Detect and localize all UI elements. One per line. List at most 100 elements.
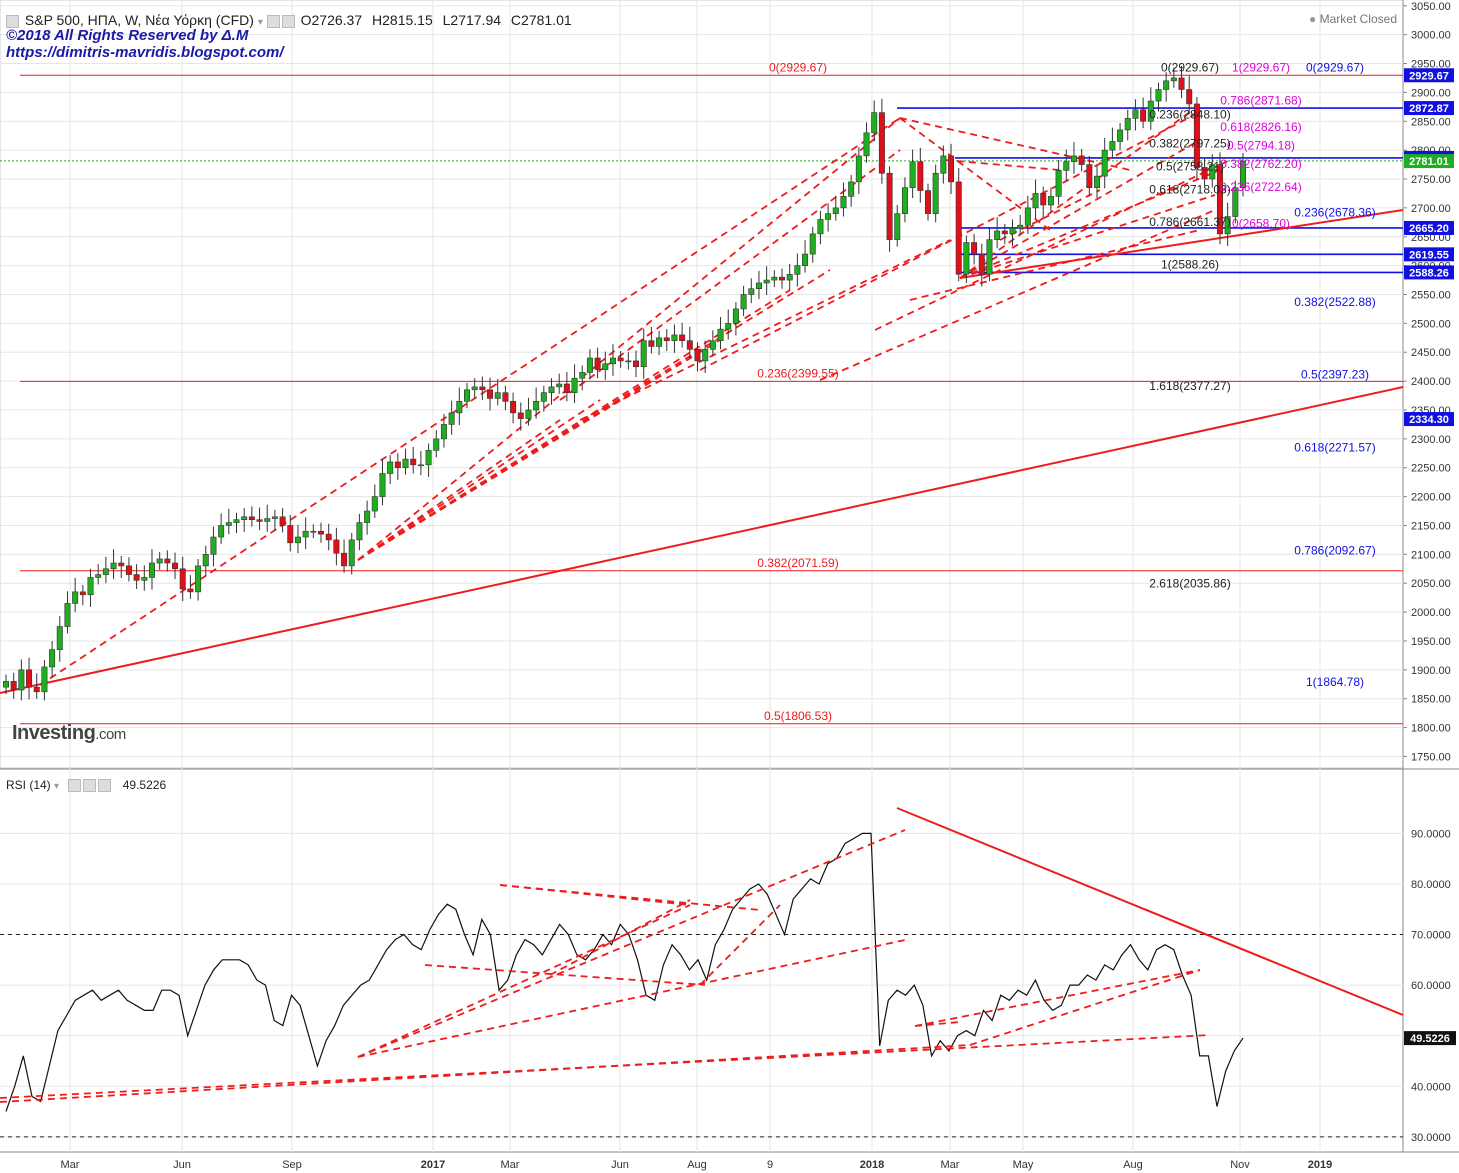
- dashed-trendline: [579, 239, 951, 421]
- rsi-tick-label: 80.0000: [1411, 879, 1451, 891]
- candle-body: [771, 276, 778, 281]
- dashed-trendline: [357, 399, 601, 561]
- rsi-dashed-trendline: [699, 904, 781, 986]
- candle-body: [33, 686, 40, 693]
- rsi-tick-label: 40.0000: [1411, 1081, 1451, 1093]
- price-badge-label: 2334.30: [1409, 414, 1449, 426]
- dashed-trendline: [909, 229, 1201, 301]
- candle-body: [471, 386, 478, 391]
- rsi-close-icon[interactable]: [98, 779, 112, 793]
- dropdown-icon[interactable]: ▾: [257, 17, 263, 28]
- candle-body: [95, 574, 102, 578]
- collapse-icon[interactable]: [6, 14, 19, 28]
- rsi-dashed-trendline: [914, 1021, 961, 1027]
- time-tick-label: Jun: [611, 1159, 629, 1171]
- candle-body: [164, 558, 171, 564]
- candle-body: [510, 401, 517, 414]
- time-tick-label: Mar: [941, 1159, 960, 1171]
- candle-body: [671, 334, 678, 341]
- candle-body: [986, 239, 993, 275]
- candle-body: [955, 181, 962, 275]
- candle-body: [325, 533, 332, 541]
- candle-body: [494, 392, 501, 399]
- price-tick-label: 3000.00: [1411, 30, 1451, 42]
- candle-body: [1009, 227, 1016, 235]
- rsi-label[interactable]: RSI (14): [6, 778, 51, 792]
- candle-body: [348, 539, 355, 567]
- ohlc-high: H2815.15: [372, 12, 433, 28]
- rsi-visibility-icon[interactable]: [83, 779, 97, 793]
- price-badge: [1404, 412, 1454, 427]
- symbol-name[interactable]: S&P 500, ΗΠΑ, W, Νέα Υόρκη (CFD): [24, 12, 254, 28]
- candle-body: [932, 172, 939, 214]
- fib-label: 0.236(2399.55): [757, 366, 838, 380]
- rsi-value-badge-label: 49.5226: [1410, 1033, 1450, 1045]
- dashed-trendline: [959, 194, 1216, 279]
- settings-icon[interactable]: [266, 14, 280, 28]
- trendlines: [0, 111, 1404, 694]
- fib-label: 0.5(2397.23): [1301, 368, 1369, 382]
- price-axis: 1750.00 1800.00 1850.00 1900.00 1950.00 2000.…: [61, 1, 1454, 1171]
- close-icon[interactable]: [281, 14, 295, 28]
- candle-body: [640, 340, 647, 367]
- dashed-trendline: [699, 111, 1201, 371]
- candle-body: [1117, 129, 1124, 142]
- dashed-trendline: [357, 117, 901, 561]
- rsi-dashed-trendline: [499, 884, 761, 911]
- candle-body: [433, 438, 440, 451]
- time-tick-label: 2019: [1308, 1159, 1332, 1171]
- rsi-tick-label: 30.0000: [1411, 1132, 1451, 1144]
- candle-body: [1201, 167, 1208, 180]
- candle-body: [1240, 161, 1246, 188]
- candle-body: [1078, 155, 1085, 165]
- dashed-trendline: [959, 169, 1221, 279]
- candle-body: [617, 357, 624, 362]
- fib-label: 0.786(2871.68): [1220, 94, 1301, 108]
- fibonacci-labels: 0(2929.67) 0.236(2399.55) 0.382(2071.59) 0.…: [757, 60, 1375, 723]
- candle-body: [917, 161, 924, 191]
- candle-body: [148, 562, 155, 578]
- trendline: [0, 386, 1404, 694]
- time-tick-label: Sep: [282, 1159, 302, 1171]
- candle-body: [364, 510, 371, 523]
- rsi-dropdown-icon[interactable]: ▾: [54, 781, 60, 792]
- fib-label: 0.786(2661.37): [1149, 215, 1230, 229]
- dashed-trendline: [357, 379, 651, 561]
- candle-body: [540, 392, 547, 402]
- dashed-trendline: [899, 117, 1131, 171]
- rsi-settings-icon[interactable]: [68, 779, 82, 793]
- candle-body: [586, 357, 593, 373]
- time-tick-label: Aug: [1123, 1159, 1143, 1171]
- candle-body: [602, 363, 609, 370]
- candle-body: [556, 383, 563, 388]
- candle-body: [755, 282, 762, 290]
- fib-label: 0.236(2722.64): [1220, 180, 1301, 194]
- fib-label: 1.618(2377.27): [1149, 379, 1230, 393]
- price-tick-label: 2750.00: [1411, 174, 1451, 186]
- candle-body: [1109, 141, 1116, 151]
- candle-body: [294, 536, 301, 544]
- time-tick-label: 9: [767, 1159, 773, 1171]
- fib-label: 0.618(2718.03): [1149, 182, 1230, 196]
- candle-body: [940, 155, 947, 174]
- candle-body: [571, 377, 578, 393]
- candle-body: [1140, 109, 1147, 122]
- candle-body: [832, 207, 839, 214]
- candle-body: [1209, 164, 1216, 180]
- price-badge-label: 2619.55: [1409, 249, 1449, 261]
- fib-label: 2.618(2035.86): [1149, 576, 1230, 590]
- blog-url[interactable]: https://dimitris-mavridis.blogspot.com/: [6, 44, 284, 61]
- rsi-value-badge: [1404, 1031, 1456, 1046]
- candle-body: [187, 588, 194, 593]
- rsi-dashed-trendline: [0, 1044, 971, 1103]
- candle-body: [125, 565, 132, 575]
- fib-label: 0(2929.67): [1161, 60, 1219, 74]
- price-tick-label: 2500.00: [1411, 318, 1451, 330]
- price-tick-label: 1750.00: [1411, 751, 1451, 763]
- candle-body: [1232, 187, 1239, 217]
- candle-body: [210, 536, 217, 555]
- fib-label: 0.236(2678.36): [1294, 205, 1375, 219]
- rsi-dashed-trendline: [357, 939, 906, 1058]
- candle-body: [233, 519, 240, 523]
- candle-body: [894, 213, 901, 240]
